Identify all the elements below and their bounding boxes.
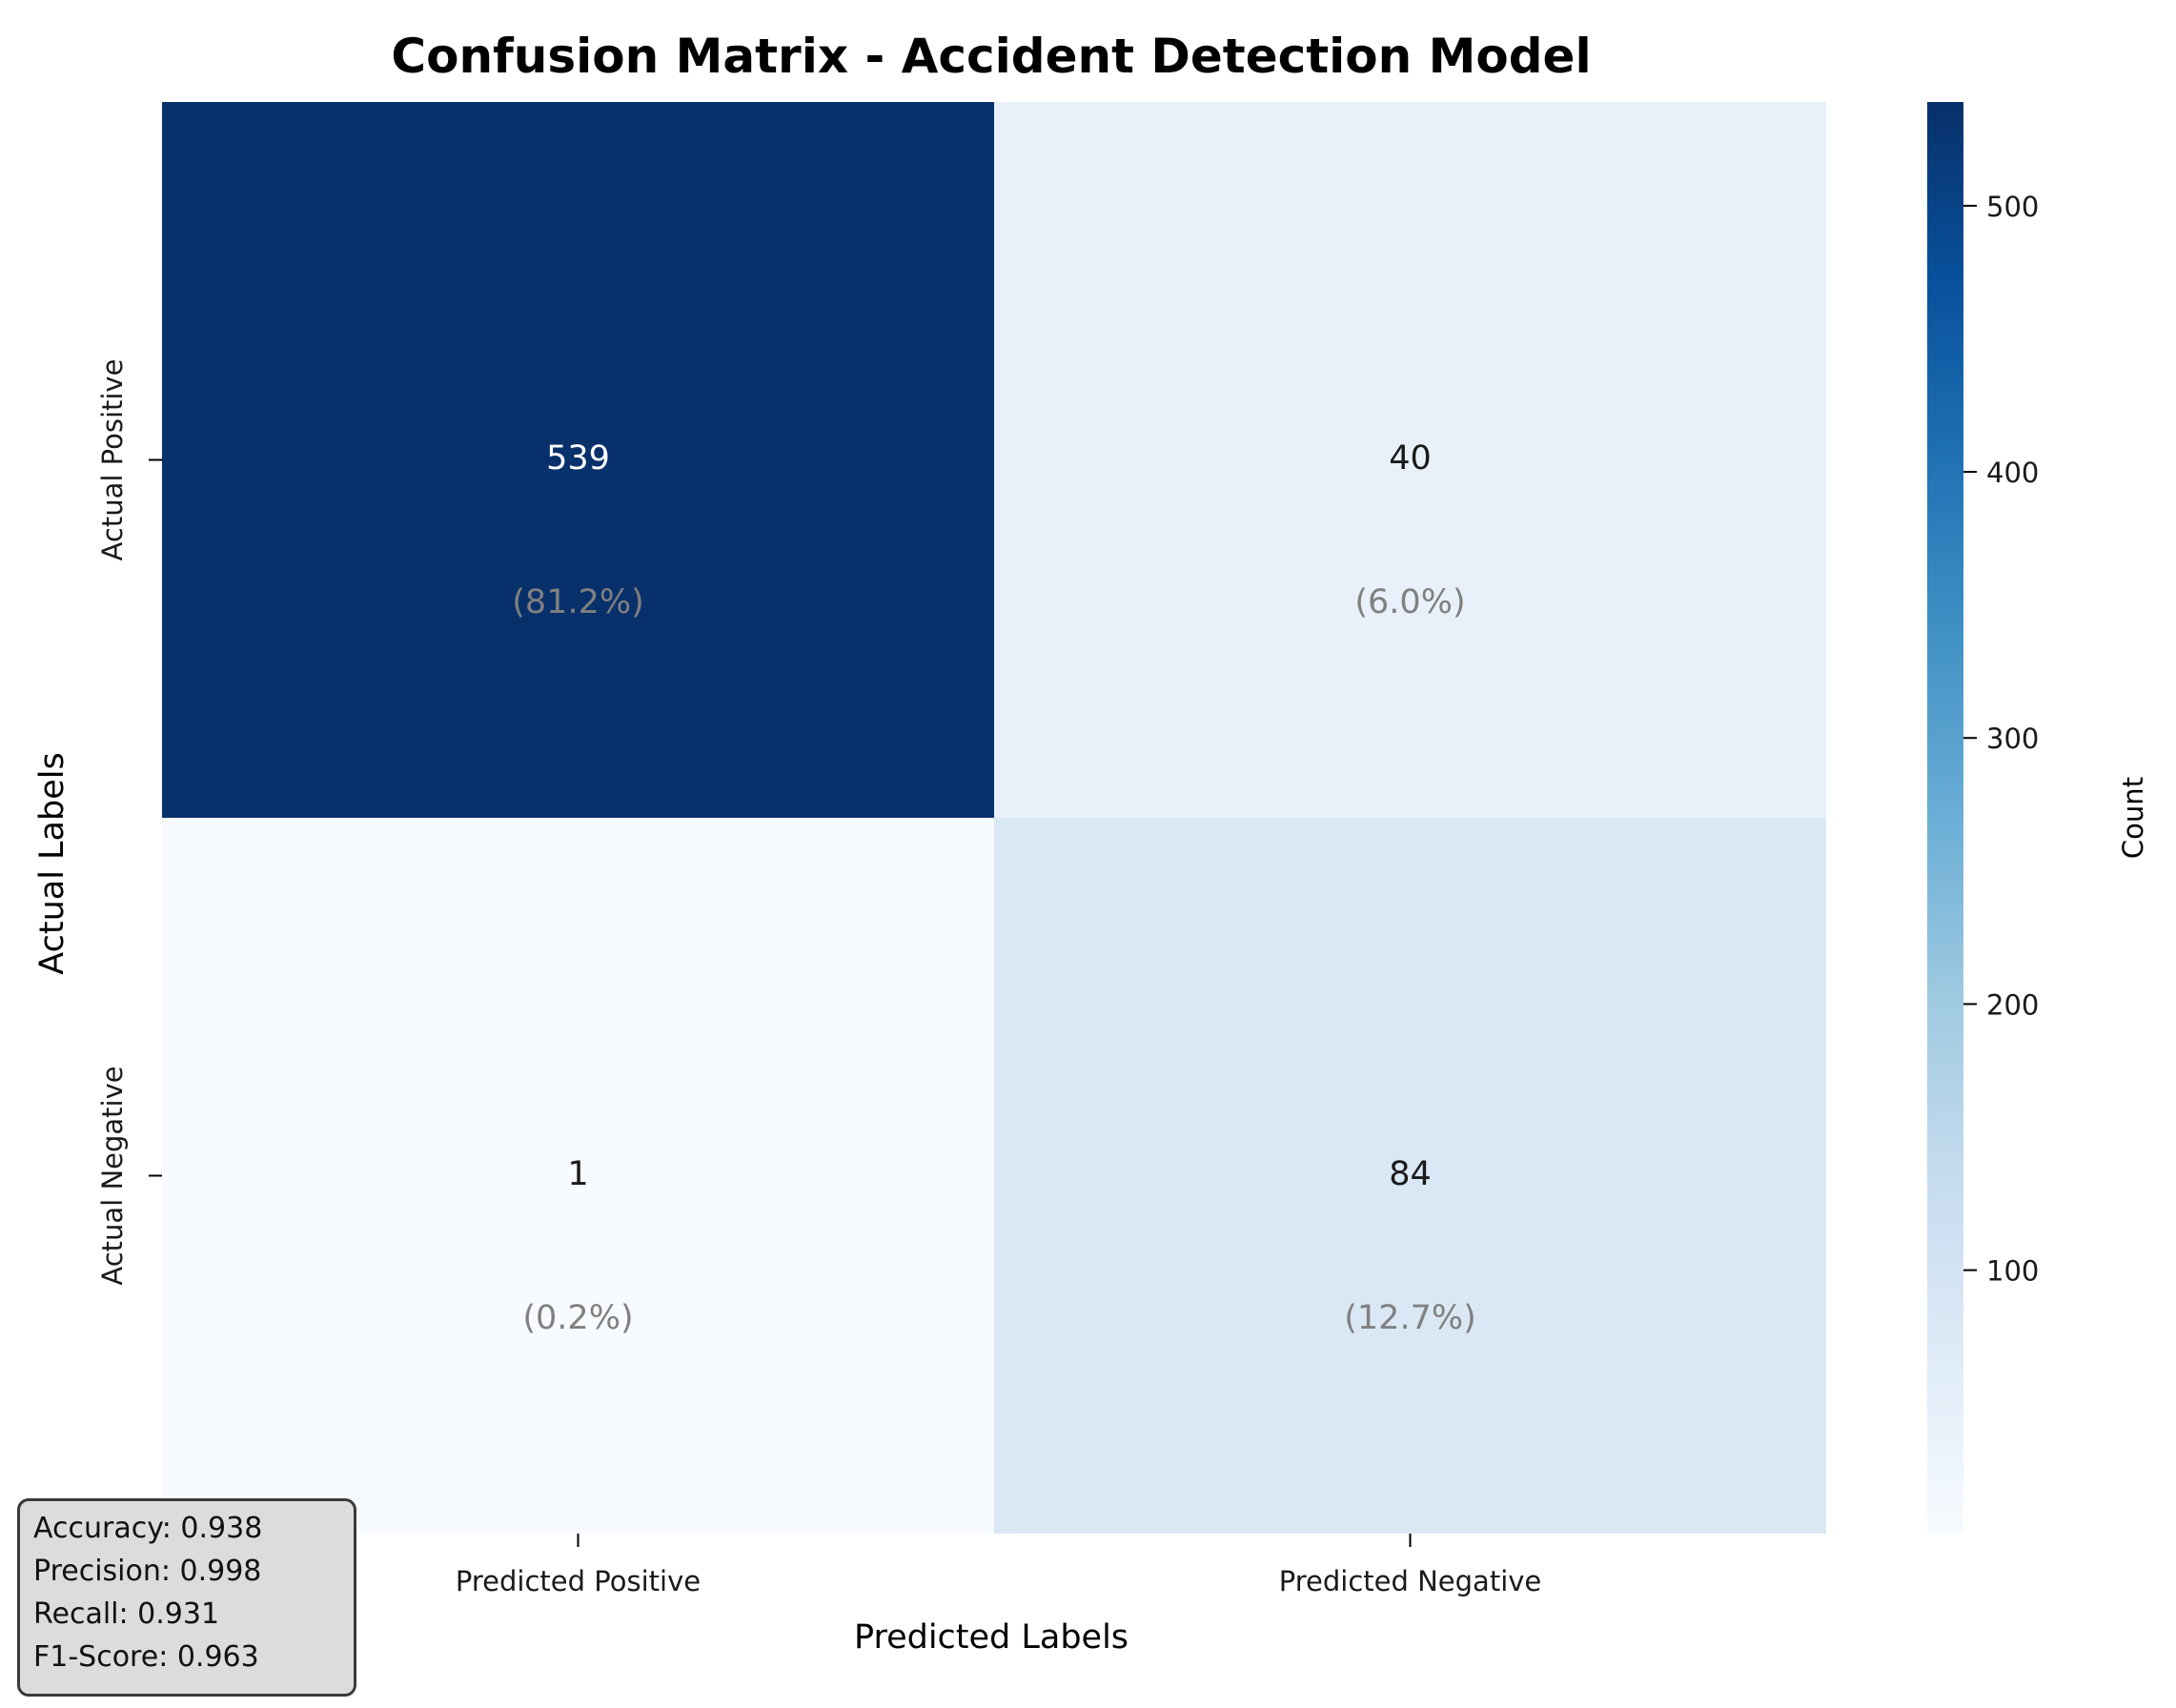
heatmap-cell-r1-c1 — [994, 818, 1826, 1534]
colorbar-tick-label: 400 — [1986, 457, 2039, 489]
cell-percent-label: (0.2%) — [522, 1299, 633, 1337]
cell-percent-label: (81.2%) — [512, 583, 644, 621]
heatmap-cell-r1-c0 — [162, 818, 994, 1534]
metrics-box: Accuracy: 0.938 Precision: 0.998 Recall:… — [17, 1498, 356, 1697]
axis-ticks: Predicted Positive Predicted Negative Actu… — [96, 359, 1541, 1597]
accuracy-metric: Accuracy: 0.938 — [33, 1512, 263, 1545]
chart-title: Confusion Matrix - Accident Detection Mo… — [391, 29, 1591, 84]
cell-count-label: 1 — [567, 1155, 588, 1193]
cell-percent-label: (12.7%) — [1344, 1299, 1476, 1337]
cell-count-label: 40 — [1389, 439, 1432, 478]
colorbar-label: Count — [2117, 777, 2149, 859]
f1-score-metric: F1-Score: 0.963 — [33, 1640, 259, 1674]
colorbar: Count 100 200 300 400 500 — [1927, 102, 2149, 1534]
y-axis-label: Actual Labels — [33, 752, 71, 974]
cell-percent-label: (6.0%) — [1354, 583, 1465, 621]
colorbar-tick-label: 500 — [1986, 191, 2039, 223]
x-tick-label: Predicted Positive — [456, 1565, 701, 1597]
colorbar-tick-label: 300 — [1986, 722, 2039, 755]
colorbar-tick-label: 100 — [1986, 1255, 2039, 1288]
colorbar-gradient — [1927, 102, 1963, 1534]
precision-metric: Precision: 0.998 — [33, 1555, 262, 1588]
heatmap-cell-r0-c1 — [994, 102, 1826, 818]
y-tick-label: Actual Negative — [96, 1066, 129, 1285]
heatmap-cell-r0-c0 — [162, 102, 994, 818]
heatmap-cells: 539 (81.2%) 40 (6.0%) 1 (0.2%) 84 (12.7%) — [162, 102, 1826, 1534]
cell-count-label: 84 — [1389, 1155, 1432, 1193]
y-tick-label: Actual Positive — [96, 359, 129, 561]
x-axis-label: Predicted Labels — [854, 1618, 1129, 1657]
recall-metric: Recall: 0.931 — [33, 1597, 220, 1631]
cell-count-label: 539 — [546, 439, 610, 478]
colorbar-tick-label: 200 — [1986, 988, 2039, 1021]
x-tick-label: Predicted Negative — [1279, 1565, 1542, 1597]
